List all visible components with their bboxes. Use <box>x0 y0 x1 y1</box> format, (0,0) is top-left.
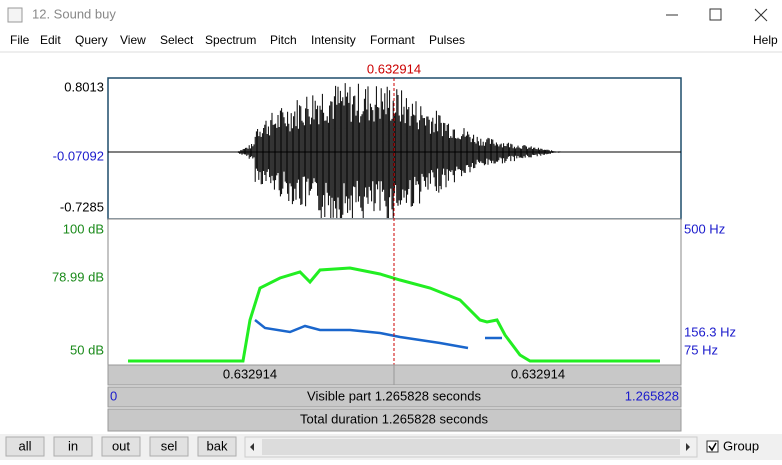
button-label: all <box>18 438 31 453</box>
scroll-thumb[interactable] <box>262 439 680 455</box>
close[interactable] <box>754 8 768 22</box>
button-label: in <box>68 438 78 453</box>
intensity-cursor: 78.99 dB <box>52 269 104 284</box>
group-label: Group <box>723 438 759 453</box>
button[interactable] <box>149 436 189 457</box>
intensity-top: 100 dB <box>63 221 104 236</box>
button-label: out <box>112 438 130 453</box>
title-bar <box>0 0 782 30</box>
intensity-bottom: 50 dB <box>70 342 104 357</box>
button[interactable] <box>101 436 141 457</box>
window-title: 12. Sound buy <box>32 6 116 21</box>
visible-end: 1.265828 <box>625 388 679 403</box>
scroll-left[interactable] <box>250 443 254 451</box>
button-label: bak <box>207 438 228 453</box>
group-checkbox[interactable] <box>706 440 719 453</box>
visible-bar[interactable] <box>107 386 682 408</box>
menu-item[interactable]: Pitch <box>270 33 297 47</box>
menu-item[interactable]: Select <box>160 33 194 47</box>
wave-min: -0.7285 <box>60 199 104 214</box>
menu-item[interactable]: Pulses <box>429 33 465 47</box>
wave-max: 0.8013 <box>64 79 104 94</box>
total-bar[interactable] <box>107 408 682 432</box>
menu-item[interactable]: Query <box>75 33 108 47</box>
menu-item[interactable]: Help <box>753 33 778 47</box>
button-label: sel <box>161 438 178 453</box>
wave-cursor: -0.07092 <box>53 148 104 163</box>
visible-start: 0 <box>110 388 117 403</box>
button[interactable] <box>197 436 237 457</box>
intensity-curve <box>128 266 660 363</box>
menu-item[interactable]: Spectrum <box>205 33 256 47</box>
maximize[interactable] <box>709 8 722 21</box>
menu-item[interactable]: Intensity <box>311 33 356 47</box>
menu-item[interactable]: Formant <box>370 33 415 47</box>
part-label: 0.632914 <box>511 366 565 381</box>
pitch-cursor: 156.3 Hz <box>684 324 736 339</box>
waveform <box>236 83 561 218</box>
total-label: Total duration 1.265828 seconds <box>300 411 488 426</box>
button[interactable] <box>5 436 45 457</box>
app-icon <box>7 7 23 23</box>
pitch-top: 500 Hz <box>684 221 725 236</box>
check <box>708 442 717 452</box>
menu-item[interactable]: File <box>10 33 30 47</box>
menu-item[interactable]: Edit <box>40 33 61 47</box>
button[interactable] <box>53 436 93 457</box>
menu-bar: File Edit Query View Select Spectrum Pitch Inte… <box>10 33 778 47</box>
scroll-right[interactable] <box>686 443 690 451</box>
part-bar[interactable] <box>393 364 682 386</box>
cursor-time: 0.632914 <box>367 61 421 76</box>
pitch-bottom: 75 Hz <box>684 342 718 357</box>
pitch-curve <box>254 319 469 350</box>
button-row: all in out sel bak <box>5 436 237 457</box>
menu-item[interactable]: View <box>120 33 146 47</box>
visible-label: Visible part 1.265828 seconds <box>307 388 481 403</box>
part-label: 0.632914 <box>223 366 277 381</box>
